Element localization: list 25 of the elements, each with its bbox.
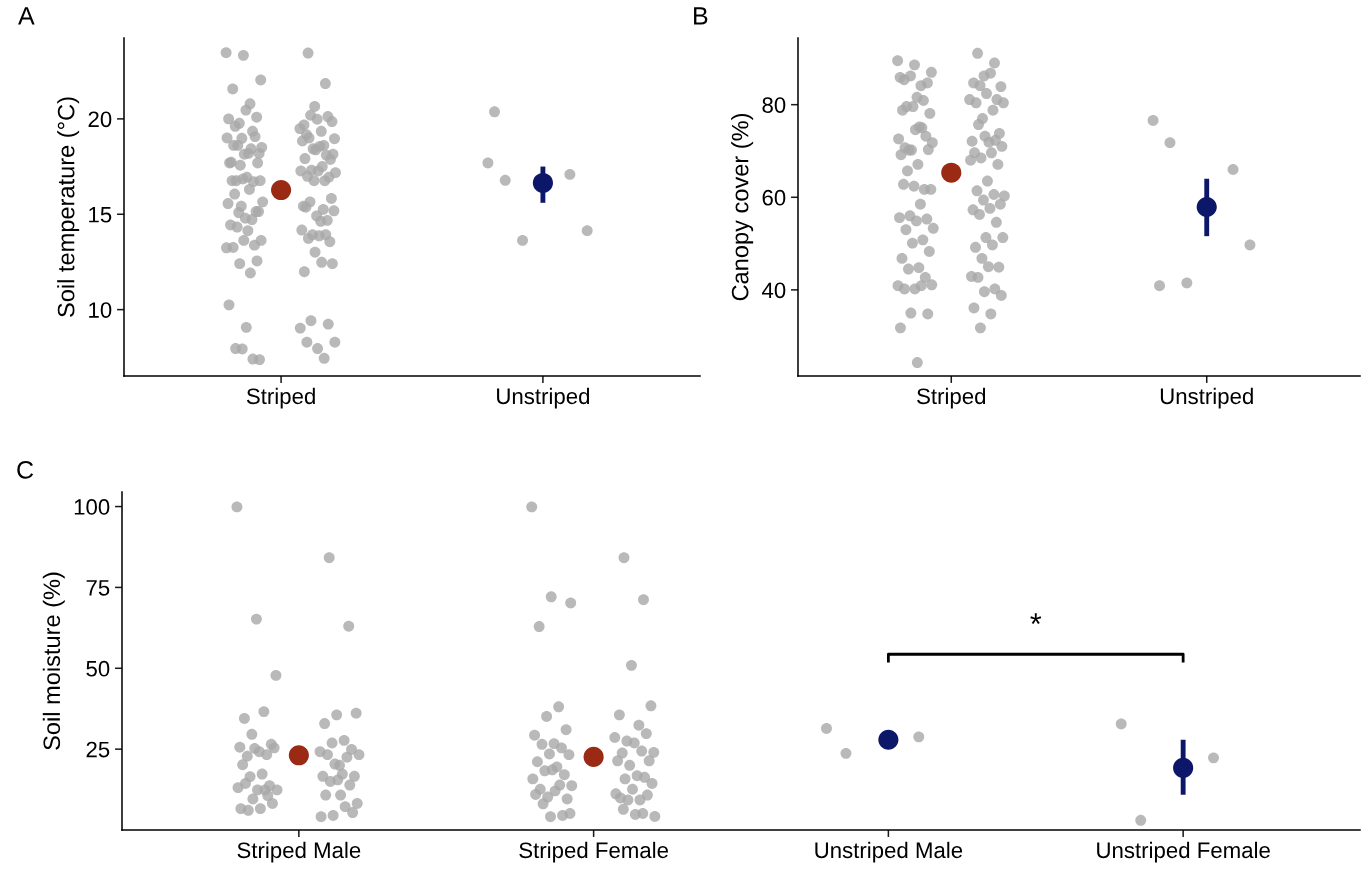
y-tick-label: 25	[86, 741, 110, 758]
x-tick-label: Unstriped Male	[815, 841, 963, 863]
y-tick-label: 40	[761, 282, 786, 299]
x-tick-label: Unstriped Female	[1097, 841, 1270, 863]
y-tick-label: 75	[86, 580, 110, 596]
y-tick-label: 15	[89, 207, 112, 223]
x-tick-label: Striped	[246, 387, 315, 409]
x-tick-label: Unstriped	[1160, 387, 1253, 409]
y-tick-label: 80	[762, 97, 786, 113]
x-tick-label: Striped Male	[237, 841, 361, 863]
y-tick-label: 20	[88, 111, 112, 128]
x-tick-label: Striped	[917, 387, 986, 409]
x-tick-label: Striped Female	[519, 841, 668, 863]
y-axis-title: Canopy cover (%)	[731, 113, 754, 301]
chart-title: A	[18, 7, 35, 25]
y-axis-title: Soil temperature (°C)	[57, 97, 80, 317]
y-axis-title: Soil moisture (%)	[42, 572, 65, 750]
y-tick-label: 50	[86, 660, 110, 677]
y-tick-label: 60	[762, 189, 786, 206]
y-tick-label: 10	[89, 302, 112, 318]
x-tick-label: Unstriped	[497, 387, 590, 409]
chart-title: B	[694, 7, 708, 25]
y-tick-label: 100	[74, 499, 110, 515]
chart-title: C	[17, 461, 34, 479]
annotation: *	[1030, 613, 1042, 625]
